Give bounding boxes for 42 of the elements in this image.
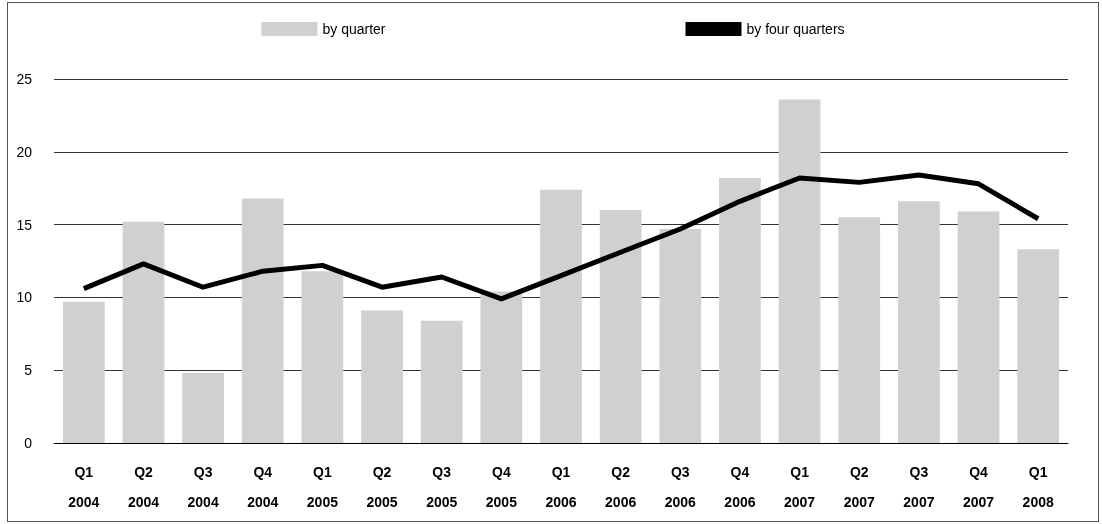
y-tick-label: 20: [16, 143, 33, 160]
bar: [1017, 249, 1060, 443]
x-tick-label: Q2 2004: [127, 464, 160, 510]
x-tick-label: Q3 2007: [903, 464, 935, 510]
x-tick-label: Q3 2005: [426, 464, 458, 510]
bar: [361, 310, 403, 443]
bar: [719, 178, 761, 443]
legend-label: by four quarters: [746, 21, 845, 37]
x-tick-label: Q4 2007: [962, 464, 995, 510]
x-tick-label: Q1 2006: [545, 464, 577, 510]
y-tick-label: 25: [16, 71, 33, 87]
bar: [420, 320, 463, 443]
x-tick-label: Q2 2005: [366, 464, 398, 510]
x-tick-label: Q1 2005: [306, 464, 339, 510]
x-tick-label: Q3 2004: [187, 464, 219, 510]
bar: [540, 189, 582, 443]
bar: [182, 373, 224, 443]
x-tick-label: Q4 2006: [724, 464, 756, 510]
bar: [599, 210, 642, 443]
bar: [778, 99, 821, 443]
y-tick-label: 0: [24, 435, 33, 451]
bar: [838, 217, 881, 443]
bar: [241, 198, 284, 443]
bar: [659, 228, 702, 443]
x-tick-label: Q1 2008: [1022, 464, 1054, 510]
y-tick-label: 5: [24, 362, 33, 379]
y-tick-label: 10: [16, 289, 33, 306]
x-tick-label: Q2 2007: [843, 464, 876, 510]
bar: [62, 301, 105, 443]
bar: [898, 201, 940, 443]
x-tick-label: Q1 2007: [784, 464, 816, 510]
legend-label: by quarter: [322, 21, 386, 37]
x-tick-label: Q1 2004: [68, 464, 100, 510]
bar: [122, 221, 165, 443]
bar: [480, 291, 523, 443]
bar: [301, 271, 344, 443]
x-tick-label: Q4 2005: [485, 464, 518, 510]
x-tick-label: Q4 2004: [247, 464, 279, 510]
y-tick-label: 15: [16, 216, 33, 233]
x-tick-label: Q3 2006: [664, 464, 697, 510]
bar: [957, 211, 1000, 443]
x-tick-label: Q2 2006: [605, 464, 637, 510]
